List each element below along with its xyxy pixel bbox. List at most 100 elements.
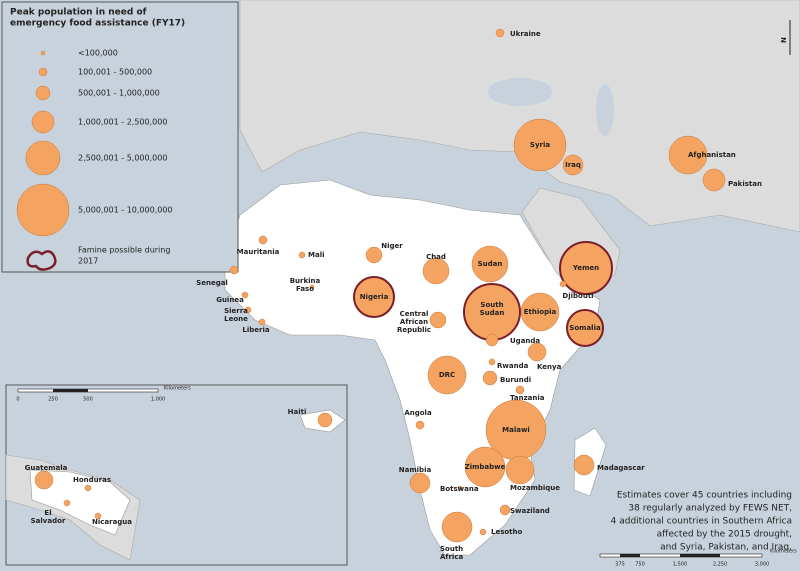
country-bubble <box>566 309 604 347</box>
country-bubble <box>298 251 306 259</box>
country-bubble <box>488 358 496 366</box>
scale-label: 250 <box>48 397 58 403</box>
country-bubble <box>353 276 395 318</box>
country-bubble <box>471 245 509 283</box>
scale-label: 500 <box>83 397 93 403</box>
country-label: Guatemala <box>25 464 68 472</box>
note: 38 regularly analyzed by FEWS NET, <box>628 504 792 514</box>
scale-label: 375 <box>615 562 625 568</box>
country-label: Nicaragua <box>92 518 132 526</box>
country-label: Syria <box>530 141 550 149</box>
country-label: Sierra <box>224 307 248 315</box>
country-label: Iraq <box>565 161 581 169</box>
country-label: Honduras <box>73 476 111 484</box>
country-bubble <box>422 257 450 285</box>
country-label: Guinea <box>216 296 244 304</box>
country-label: Mozambique <box>510 484 560 492</box>
country-label: Djibouti <box>562 292 593 300</box>
country-label: Mauritania <box>237 248 280 256</box>
legend-symbol <box>31 110 55 134</box>
country-bubble <box>559 280 567 288</box>
country-bubble <box>485 333 499 347</box>
country-label: El <box>44 509 51 517</box>
legend-label: Famine possible during <box>78 246 170 255</box>
legend-label: 500,001 - 1,000,000 <box>78 89 160 98</box>
legend-label: <100,000 <box>78 49 118 58</box>
country-bubble <box>515 385 525 395</box>
legend-label: 2,500,001 - 5,000,000 <box>78 154 167 163</box>
country-label: Uganda <box>510 337 540 345</box>
country-label: Nigeria <box>360 293 389 301</box>
country-bubble <box>702 168 726 192</box>
scale-label: 0 <box>16 397 19 403</box>
country-bubble <box>415 420 425 430</box>
country-label: Madagascar <box>597 464 645 472</box>
country-label: Swaziland <box>510 507 550 515</box>
country-label: Kenya <box>537 363 562 371</box>
country-label: Malawi <box>502 426 530 434</box>
black-sea <box>488 78 552 106</box>
scale-bar <box>620 554 640 557</box>
country-label: Senegal <box>196 279 228 287</box>
north-label: N <box>780 37 788 43</box>
country-bubble <box>495 28 505 38</box>
country-label: Chad <box>426 253 446 261</box>
scale-label: 750 <box>635 562 645 568</box>
scale-label: 1,500 <box>673 562 687 568</box>
country-label: DRC <box>439 371 455 379</box>
country-bubble <box>229 265 239 275</box>
country-label: Ethiopia <box>524 308 557 316</box>
country-label: South <box>440 545 463 553</box>
country-bubble <box>244 306 252 314</box>
country-bubble <box>63 499 71 507</box>
country-bubble <box>94 512 102 520</box>
country-bubble <box>427 355 467 395</box>
country-label: African <box>400 318 428 326</box>
legend-symbol <box>25 140 61 176</box>
country-label: Haiti <box>288 408 307 416</box>
country-bubble <box>241 291 249 299</box>
country-bubble <box>457 485 463 491</box>
scale-label: 1,000 <box>151 397 165 403</box>
legend-symbol <box>40 50 46 56</box>
country-label: Niger <box>381 242 403 250</box>
country-label: Somalia <box>569 324 601 332</box>
country-label: South <box>480 301 503 309</box>
country-bubble <box>527 342 547 362</box>
country-label: Salvador <box>31 517 66 525</box>
country-label: Zimbabwe <box>465 463 506 471</box>
country-bubble <box>668 135 708 175</box>
country-label: Pakistan <box>728 180 762 188</box>
country-label: Mali <box>308 251 325 259</box>
country-bubble <box>258 318 266 326</box>
country-label: Sudan <box>480 309 505 317</box>
legend-label: 5,000,001 - 10,000,000 <box>78 206 173 215</box>
country-label: Leone <box>224 315 248 323</box>
country-bubble <box>409 472 431 494</box>
legend-title: Peak population in need of <box>10 8 147 18</box>
country-label: Faso <box>296 285 314 293</box>
country-bubble <box>505 455 535 485</box>
country-label: Tanzania <box>510 394 545 402</box>
country-bubble <box>34 470 54 490</box>
country-label: Burkina <box>290 277 321 285</box>
note: affected by the 2015 drought, <box>657 530 792 540</box>
country-bubble <box>513 118 567 172</box>
legend-label: 2017 <box>78 257 98 266</box>
scale-bar <box>53 389 88 392</box>
note: 4 additional countries in Southern Afric… <box>611 517 792 527</box>
legend-title: emergency food assistance (FY17) <box>10 19 185 29</box>
country-bubble <box>441 511 473 543</box>
country-label: Namibia <box>399 466 432 474</box>
country-bubble <box>499 504 511 516</box>
country-bubble <box>309 284 315 290</box>
legend-symbol <box>16 183 70 237</box>
country-bubble <box>317 412 333 428</box>
scale-unit: Kilometers <box>770 549 797 555</box>
famine-symbol <box>26 250 57 271</box>
country-label: Burundi <box>500 376 531 384</box>
legend-symbol <box>38 67 48 77</box>
scale-label: 2,250 <box>713 562 727 568</box>
country-bubble <box>559 241 613 295</box>
